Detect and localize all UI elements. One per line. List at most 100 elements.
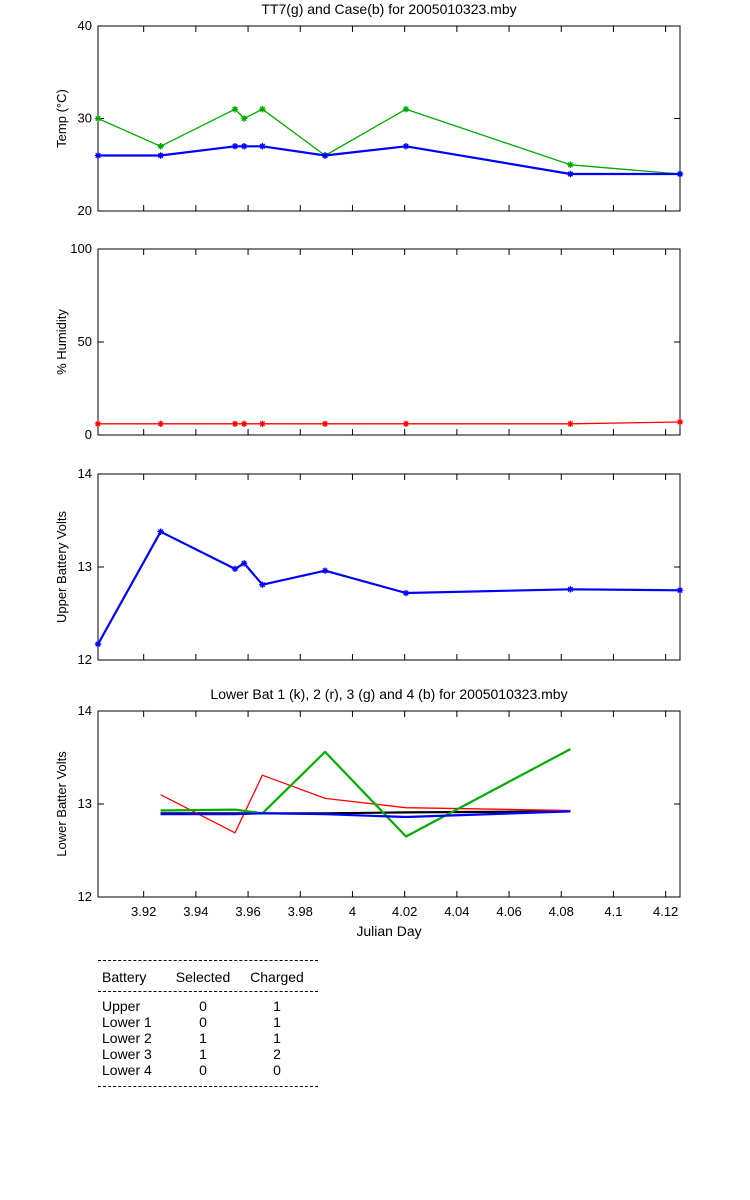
data-point [259, 420, 266, 428]
chart-panel-2: 0 50 100 % Humidity [54, 241, 684, 442]
data-point [259, 143, 266, 150]
y-tick-label: 14 [78, 466, 92, 481]
data-point [94, 640, 102, 648]
plot-frame [97, 710, 681, 898]
x-tick-label: 4.02 [392, 904, 417, 919]
plot-frame [97, 473, 681, 661]
data-point [240, 115, 248, 122]
table-row: Lower 1 0 1 [98, 1014, 318, 1030]
data-point [240, 420, 248, 428]
y-tick-label: 100 [70, 241, 92, 256]
x-tick-label: 3.98 [288, 904, 313, 919]
table-header-rule [98, 991, 318, 992]
plot-frame [97, 248, 681, 436]
y-tick-label: 13 [78, 559, 92, 574]
data-point [567, 586, 574, 593]
data-point [157, 528, 164, 535]
data-point [94, 152, 102, 159]
y-axis-label: Lower Batter Volts [54, 751, 69, 857]
y-axis-label: Temp (°C) [54, 89, 69, 148]
chart-panel-4: 12 13 14 3.92 3.94 3.96 3.98 4 4.02 4.04 4.06 4.08 4… [54, 686, 681, 939]
battery-selected: 1 [199, 1030, 207, 1046]
data-point [402, 106, 410, 113]
data-point [259, 106, 266, 113]
y-tick-label: 12 [78, 652, 92, 667]
data-point [402, 143, 410, 150]
data-point [231, 106, 239, 113]
series-line-4 [160, 810, 571, 819]
series-line-1 [98, 421, 681, 425]
y-tick-label: 20 [78, 203, 92, 218]
y-tick-label: 40 [78, 18, 92, 33]
x-tick-label: 4.08 [549, 904, 574, 919]
x-axis-label: Julian Day [356, 923, 421, 939]
battery-name: Lower 1 [102, 1014, 152, 1030]
x-tick-label: 3.94 [183, 904, 208, 919]
y-axis-label: Upper Battery Volts [54, 511, 69, 623]
table-row: Lower 2 1 1 [98, 1030, 318, 1046]
table-header-row: Battery Selected Charged [98, 963, 318, 991]
battery-name: Lower 2 [102, 1030, 152, 1046]
data-point [676, 418, 684, 426]
x-tick-label: 4.06 [496, 904, 521, 919]
battery-name: Lower 4 [102, 1062, 152, 1078]
x-tick-label: 4.1 [604, 904, 622, 919]
battery-selected: 1 [199, 1046, 207, 1062]
series-line-2 [98, 145, 680, 176]
data-point [567, 170, 574, 178]
x-tick-label: 3.96 [235, 904, 260, 919]
battery-charged: 1 [273, 1014, 281, 1030]
battery-name: Lower 3 [102, 1046, 152, 1062]
series-line-3 [160, 748, 571, 838]
data-point [231, 565, 239, 573]
data-point [567, 420, 574, 428]
data-point [321, 567, 329, 574]
battery-selected: 0 [199, 1062, 207, 1078]
data-point [259, 581, 266, 588]
data-point [94, 115, 102, 122]
header-selected: Selected [175, 969, 231, 985]
data-point [94, 420, 102, 428]
data-point [567, 161, 574, 168]
y-tick-label: 50 [78, 334, 92, 349]
data-point [240, 560, 248, 567]
charts-figure: 20 30 40 TT7(g) and Case(b) for 2005010323.… [54, 1, 684, 939]
x-tick-label: 4.04 [444, 904, 469, 919]
table-row: Upper 0 1 [98, 998, 318, 1014]
battery-charged: 2 [273, 1046, 281, 1062]
battery-selected: 0 [199, 998, 207, 1014]
data-point [157, 143, 164, 150]
y-axis-label: % Humidity [54, 309, 69, 375]
data-point [321, 420, 329, 428]
battery-charged: 0 [273, 1062, 281, 1078]
y-tick-label: 30 [78, 111, 92, 126]
data-point [676, 170, 684, 178]
x-tick-label: 4.12 [653, 904, 678, 919]
y-tick-label: 13 [78, 796, 92, 811]
data-point [402, 589, 410, 597]
chart-title: Lower Bat 1 (k), 2 (r), 3 (g) and 4 (b) … [210, 686, 567, 702]
x-tick-label: 4 [349, 904, 356, 919]
y-tick-label: 14 [78, 703, 92, 718]
table-bottom-rule [98, 1086, 318, 1087]
data-point [402, 420, 410, 428]
chart-title: TT7(g) and Case(b) for 2005010323.mby [261, 1, 516, 17]
header-charged: Charged [250, 969, 304, 985]
series-line-1 [97, 530, 681, 645]
data-point [321, 152, 329, 159]
table-top-rule [98, 960, 318, 961]
header-battery: Battery [102, 969, 147, 985]
data-point [231, 420, 239, 428]
battery-charged: 1 [273, 998, 281, 1014]
data-point [157, 420, 164, 428]
table-row: Lower 4 0 0 [98, 1062, 318, 1078]
table-row: Lower 3 1 2 [98, 1046, 318, 1062]
battery-name: Upper [102, 998, 141, 1014]
x-tick-label: 3.92 [131, 904, 156, 919]
battery-table: Battery Selected Charged Upper 0 1 Lower… [98, 960, 318, 1087]
data-point [676, 587, 684, 594]
series-line-2 [160, 774, 571, 834]
data-point [231, 143, 239, 150]
data-point [240, 143, 248, 150]
series-line-1 [97, 108, 681, 175]
